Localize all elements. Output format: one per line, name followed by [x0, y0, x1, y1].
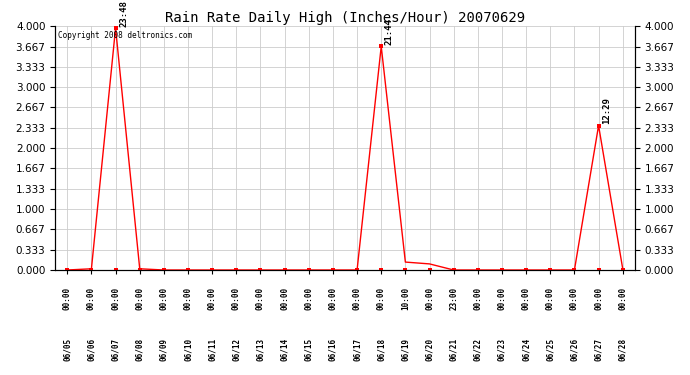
- Text: 06/12: 06/12: [232, 338, 241, 362]
- Text: 00:00: 00:00: [159, 287, 168, 310]
- Text: 00:00: 00:00: [522, 287, 531, 310]
- Text: 00:00: 00:00: [473, 287, 482, 310]
- Text: 06/26: 06/26: [570, 338, 579, 362]
- Text: 00:00: 00:00: [425, 287, 434, 310]
- Text: 00:00: 00:00: [256, 287, 265, 310]
- Text: 06/23: 06/23: [497, 338, 506, 362]
- Text: 00:00: 00:00: [497, 287, 506, 310]
- Text: 00:00: 00:00: [208, 287, 217, 310]
- Text: Copyright 2008 deltronics.com: Copyright 2008 deltronics.com: [58, 31, 193, 40]
- Text: 00:00: 00:00: [135, 287, 144, 310]
- Text: 06/21: 06/21: [449, 338, 458, 362]
- Text: 00:00: 00:00: [328, 287, 337, 310]
- Text: 06/06: 06/06: [87, 338, 96, 362]
- Text: 10:00: 10:00: [401, 287, 410, 310]
- Text: 06/24: 06/24: [522, 338, 531, 362]
- Text: 06/08: 06/08: [135, 338, 144, 362]
- Text: 06/05: 06/05: [63, 338, 72, 362]
- Text: 12:29: 12:29: [602, 98, 611, 124]
- Text: 00:00: 00:00: [280, 287, 289, 310]
- Text: 06/19: 06/19: [401, 338, 410, 362]
- Text: 00:00: 00:00: [63, 287, 72, 310]
- Text: 06/17: 06/17: [353, 338, 362, 362]
- Text: 00:00: 00:00: [232, 287, 241, 310]
- Text: 00:00: 00:00: [618, 287, 627, 310]
- Text: 06/25: 06/25: [546, 338, 555, 362]
- Text: 06/16: 06/16: [328, 338, 337, 362]
- Text: 23:48: 23:48: [119, 0, 128, 27]
- Text: 00:00: 00:00: [377, 287, 386, 310]
- Text: 06/13: 06/13: [256, 338, 265, 362]
- Text: 00:00: 00:00: [546, 287, 555, 310]
- Text: 00:00: 00:00: [353, 287, 362, 310]
- Text: 06/15: 06/15: [304, 338, 313, 362]
- Text: 06/22: 06/22: [473, 338, 482, 362]
- Text: 00:00: 00:00: [184, 287, 193, 310]
- Text: 06/28: 06/28: [618, 338, 627, 362]
- Text: 00:00: 00:00: [304, 287, 313, 310]
- Text: 00:00: 00:00: [87, 287, 96, 310]
- Text: 06/20: 06/20: [425, 338, 434, 362]
- Text: 00:00: 00:00: [111, 287, 120, 310]
- Text: 06/14: 06/14: [280, 338, 289, 362]
- Text: 06/18: 06/18: [377, 338, 386, 362]
- Text: 06/09: 06/09: [159, 338, 168, 362]
- Title: Rain Rate Daily High (Inches/Hour) 20070629: Rain Rate Daily High (Inches/Hour) 20070…: [165, 11, 525, 25]
- Text: 06/11: 06/11: [208, 338, 217, 362]
- Text: 06/27: 06/27: [594, 338, 603, 362]
- Text: 23:00: 23:00: [449, 287, 458, 310]
- Text: 06/10: 06/10: [184, 338, 193, 362]
- Text: 00:00: 00:00: [594, 287, 603, 310]
- Text: 00:00: 00:00: [570, 287, 579, 310]
- Text: 21:44: 21:44: [385, 18, 394, 45]
- Text: 06/07: 06/07: [111, 338, 120, 362]
